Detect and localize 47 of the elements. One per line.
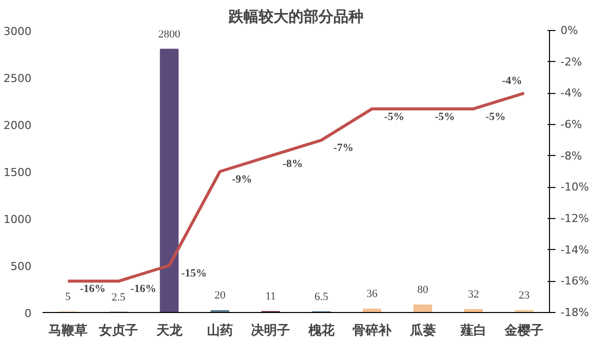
data-label: -4% — [502, 75, 522, 88]
y2-tick-label: -8% — [560, 149, 582, 162]
y-tick-label: 1500 — [4, 166, 32, 179]
data-label: 32 — [468, 288, 479, 300]
data-label: 6.5 — [314, 290, 329, 303]
data-label: -5% — [384, 110, 404, 123]
data-label: -8% — [282, 158, 303, 170]
data-label: 23 — [518, 289, 530, 302]
y2-tick-label: -2% — [560, 55, 582, 68]
data-label: 80 — [417, 284, 429, 296]
data-label: -5% — [485, 110, 506, 123]
y-tick-label: 2000 — [4, 119, 32, 132]
x-tick-label: 瓜蒌 — [408, 322, 436, 338]
x-tick-label: 女贞子 — [98, 324, 138, 338]
data-label: -9% — [232, 174, 252, 186]
data-label: 5 — [65, 291, 72, 304]
y2-tick-label: -6% — [560, 118, 582, 131]
x-tick-label: 金樱子 — [504, 324, 544, 338]
data-label: -7% — [333, 142, 354, 154]
y2-tick-label: -12% — [560, 212, 589, 225]
y2-tick-label: -14% — [560, 243, 589, 256]
y2-tick-label: 0% — [560, 24, 578, 37]
y2-tick-label: -4% — [560, 86, 582, 100]
x-tick-label: 薤白 — [459, 322, 486, 338]
data-label: 36 — [366, 288, 378, 300]
x-tick-label: 槐花 — [307, 324, 336, 338]
chart-title: 跌幅较大的部分品种 — [228, 8, 364, 26]
data-label: 2.5 — [112, 291, 126, 304]
data-label: -16% — [80, 283, 106, 296]
y-tick-label: 2500 — [4, 72, 32, 85]
y2-tick-label: -16% — [560, 274, 589, 288]
x-tick-label: 天龙 — [155, 324, 184, 338]
y-tick-label: 500 — [10, 260, 32, 273]
data-label: 20 — [214, 290, 226, 302]
data-label: -15% — [181, 268, 207, 280]
x-tick-label: 决明子 — [251, 322, 290, 338]
y-tick-label: 3000 — [4, 25, 32, 38]
y2-tick-label: -10% — [560, 180, 589, 194]
data-label: 11 — [265, 290, 276, 302]
x-tick-label: 马鞭草 — [48, 324, 88, 338]
x-tick-label: 骨碎补 — [352, 322, 393, 338]
y2-tick-label: -18% — [560, 306, 589, 319]
y-tick-label: 1000 — [4, 213, 32, 226]
data-label: -16% — [130, 283, 156, 296]
data-label: -5% — [434, 110, 455, 123]
y-tick-label: 0 — [24, 307, 32, 320]
x-tick-label: 山药 — [206, 322, 233, 338]
